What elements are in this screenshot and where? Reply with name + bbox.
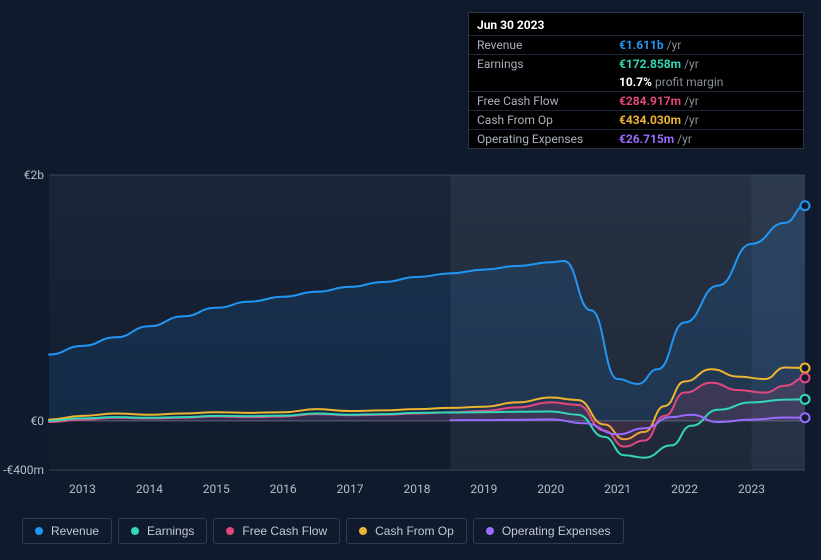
tooltip-date: Jun 30 2023: [469, 13, 803, 35]
legend-dot-icon: [226, 527, 234, 535]
legend-item-revenue[interactable]: Revenue: [22, 518, 112, 544]
tooltip-row: Operating Expenses€26.715m/yr: [469, 129, 803, 148]
tooltip-value: 10.7%: [619, 75, 652, 89]
tooltip-label: Revenue: [477, 38, 619, 52]
legend-item-free-cash-flow[interactable]: Free Cash Flow: [213, 518, 340, 544]
tooltip-label: Free Cash Flow: [477, 94, 619, 108]
tooltip-suffix: profit margin: [655, 75, 723, 89]
tooltip-value: €434.030m: [619, 113, 681, 127]
x-tick: 2017: [337, 482, 364, 496]
tooltip-value: €26.715m: [619, 132, 674, 146]
legend-label: Revenue: [51, 524, 99, 538]
tooltip-suffix: /yr: [684, 94, 699, 108]
legend-label: Earnings: [147, 524, 194, 538]
tooltip-label: Cash From Op: [477, 113, 619, 127]
chart-plot[interactable]: [49, 175, 805, 470]
tooltip-suffix: /yr: [684, 57, 699, 71]
x-tick: 2016: [270, 482, 297, 496]
legend-dot-icon: [359, 527, 367, 535]
legend-label: Operating Expenses: [502, 524, 611, 538]
tooltip-suffix: /yr: [667, 38, 682, 52]
legend-dot-icon: [486, 527, 494, 535]
tooltip-suffix: /yr: [677, 132, 692, 146]
x-tick: 2023: [738, 482, 765, 496]
legend-label: Free Cash Flow: [242, 524, 327, 538]
tooltip-row: Free Cash Flow€284.917m/yr: [469, 91, 803, 110]
tooltip-row: Earnings€172.858m/yr: [469, 54, 803, 73]
legend-item-earnings[interactable]: Earnings: [118, 518, 207, 544]
legend-dot-icon: [131, 527, 139, 535]
x-tick: 2014: [136, 482, 163, 496]
tooltip-suffix: /yr: [684, 113, 699, 127]
legend-dot-icon: [35, 527, 43, 535]
tooltip-value: €1.611b: [619, 38, 664, 52]
x-tick: 2022: [671, 482, 698, 496]
legend-item-operating-expenses[interactable]: Operating Expenses: [473, 518, 624, 544]
y-tick: €2b: [0, 168, 44, 182]
tooltip-row: Cash From Op€434.030m/yr: [469, 110, 803, 129]
x-tick: 2019: [470, 482, 497, 496]
tooltip-row: Revenue€1.611b/yr: [469, 35, 803, 54]
legend: Revenue Earnings Free Cash Flow Cash From O…: [22, 518, 624, 544]
x-tick: 2020: [537, 482, 564, 496]
x-tick: 2021: [604, 482, 631, 496]
legend-item-cash-from-op[interactable]: Cash From Op: [346, 518, 467, 544]
tooltip-value: €172.858m: [619, 57, 681, 71]
tooltip-row: 10.7%profit margin: [469, 73, 803, 91]
chart-tooltip: Jun 30 2023 Revenue€1.611b/yrEarnings€17…: [468, 12, 804, 149]
x-tick: 2013: [69, 482, 96, 496]
tooltip-label: Operating Expenses: [477, 132, 619, 146]
tooltip-label: Earnings: [477, 57, 619, 71]
y-tick: -€400m: [0, 463, 44, 477]
x-tick: 2015: [203, 482, 230, 496]
y-tick: €0: [0, 414, 44, 428]
legend-label: Cash From Op: [375, 524, 454, 538]
x-tick: 2018: [403, 482, 430, 496]
tooltip-value: €284.917m: [619, 94, 681, 108]
